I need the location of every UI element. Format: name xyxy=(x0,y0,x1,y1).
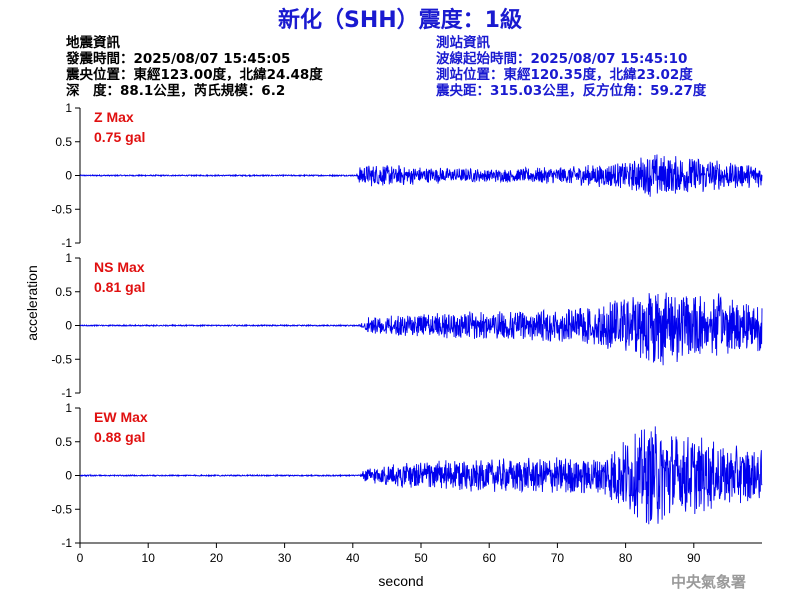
y-tick-label: 0 xyxy=(65,319,72,333)
x-tick-label: 30 xyxy=(278,551,292,565)
depth-magnitude: 深 度：88.1公里，芮氏規模：6.2 xyxy=(66,83,286,99)
y-tick-label: 0.5 xyxy=(55,285,72,299)
x-tick-label: 0 xyxy=(77,551,84,565)
event-info-block: 地震資訊 發震時間：2025/08/07 15:45:05 震央位置：東經123… xyxy=(66,35,323,99)
x-axis: 0 10 20 30 40 50 60 70 80 90 xyxy=(77,542,762,565)
waveform-trace-ew xyxy=(79,426,763,525)
station-location: 測站位置：東經120.35度，北緯23.02度 xyxy=(436,67,693,83)
y-tick-label: 0 xyxy=(65,469,72,483)
max-value: 0.75 gal xyxy=(94,129,145,145)
y-axis-label: acceleration xyxy=(24,265,40,341)
x-tick-label: 70 xyxy=(551,551,565,565)
y-tick-label: 0.5 xyxy=(55,135,72,149)
max-label: Z Max xyxy=(94,109,134,125)
panel-ew: 1 0.5 0 -0.5 -1 EW Max 0.88 gal xyxy=(51,401,763,550)
x-tick-label: 20 xyxy=(210,551,224,565)
max-label: NS Max xyxy=(94,259,145,275)
max-value: 0.81 gal xyxy=(94,279,145,295)
x-tick-label: 50 xyxy=(414,551,428,565)
y-tick-label: 0 xyxy=(65,169,72,183)
epicenter-location: 震央位置：東經123.00度，北緯24.48度 xyxy=(66,67,323,83)
origin-time: 發震時間：2025/08/07 15:45:05 xyxy=(66,51,291,67)
y-tick-label: -0.5 xyxy=(51,352,72,366)
waveform-trace-ns xyxy=(79,292,763,366)
station-info-block: 測站資訊 波線起始時間：2025/08/07 15:45:10 測站位置：東經1… xyxy=(436,35,706,99)
x-tick-label: 90 xyxy=(687,551,701,565)
wave-start-time: 波線起始時間：2025/08/07 15:45:10 xyxy=(436,51,688,67)
y-tick-label: -1 xyxy=(61,536,72,550)
y-tick-label: 0.5 xyxy=(55,435,72,449)
y-tick-label: -0.5 xyxy=(51,202,72,216)
y-tick-label: 1 xyxy=(65,101,72,115)
event-info-heading: 地震資訊 xyxy=(66,35,120,51)
y-tick-label: -0.5 xyxy=(51,502,72,516)
chart-title: 新化（SHH）震度：1級 xyxy=(278,8,522,33)
x-tick-label: 40 xyxy=(346,551,360,565)
max-label: EW Max xyxy=(94,409,148,425)
max-value: 0.88 gal xyxy=(94,429,145,445)
y-tick-label: 1 xyxy=(65,251,72,265)
y-tick-label: -1 xyxy=(61,236,72,250)
x-axis-label: second xyxy=(378,573,423,589)
panel-ns: 1 0.5 0 -0.5 -1 NS Max 0.81 gal xyxy=(51,251,763,400)
y-tick-label: 1 xyxy=(65,401,72,415)
x-tick-label: 10 xyxy=(142,551,156,565)
panel-z: 1 0.5 0 -0.5 -1 Z Max 0.75 gal xyxy=(51,101,763,250)
x-tick-label: 80 xyxy=(619,551,633,565)
seismogram-panels: 1 0.5 0 -0.5 -1 Z Max 0.75 gal 1 0.5 0 -0.5 -1 NS Ma… xyxy=(51,101,763,550)
waveform-trace-z xyxy=(79,154,763,197)
y-tick-label: -1 xyxy=(61,386,72,400)
credit-text: 中央氣象署 xyxy=(671,573,746,591)
station-info-heading: 測站資訊 xyxy=(436,35,490,51)
x-tick-label: 60 xyxy=(483,551,497,565)
epicentral-distance: 震央距：315.03公里，反方位角：59.27度 xyxy=(436,83,707,99)
